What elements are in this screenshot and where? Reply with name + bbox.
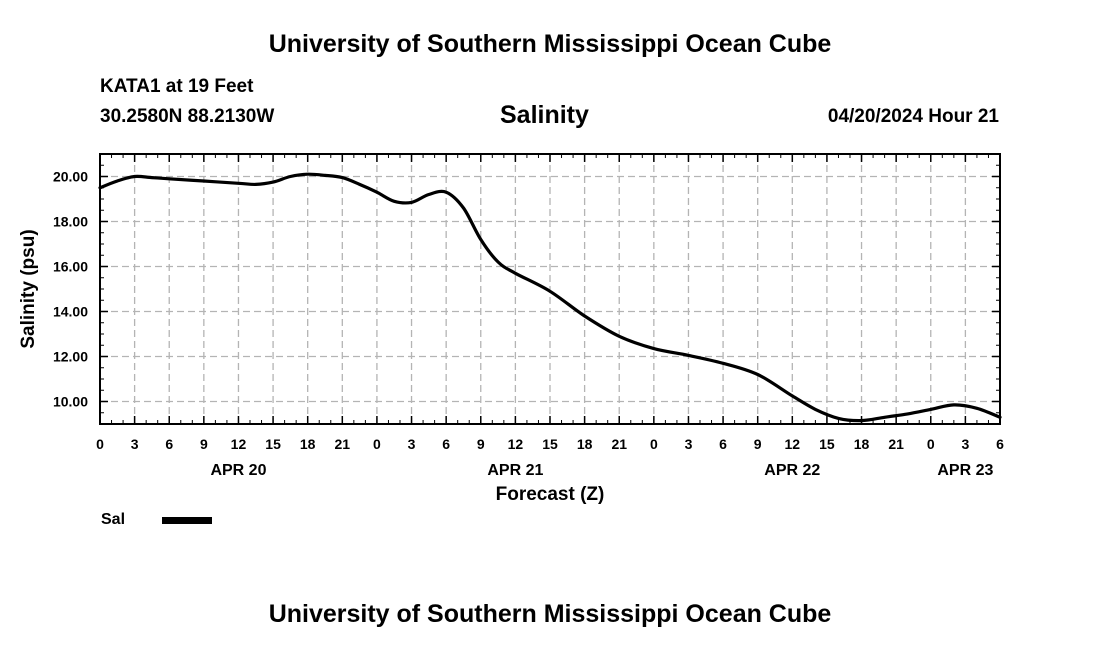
chart-title: Salinity xyxy=(500,101,589,129)
salinity-chart: 0 3 6 9 12 15 18 21 0 3 6 9 12 15 18 21 0 3 6 9 12 15 18 21 0 3 6A… xyxy=(18,153,1004,505)
x-tick-label: 3 xyxy=(408,436,416,452)
x-tick-label: 18 xyxy=(854,436,870,452)
page-title-bottom: University of Southern Mississippi Ocean… xyxy=(268,600,832,628)
y-tick-label: 12.00 xyxy=(53,349,88,365)
x-tick-label: 21 xyxy=(888,436,904,452)
x-tick-label: 15 xyxy=(542,436,558,452)
x-date-label: APR 20 xyxy=(210,462,266,479)
x-tick-label: 0 xyxy=(927,436,935,452)
x-tick-label: 15 xyxy=(265,436,281,452)
y-tick-label: 18.00 xyxy=(53,214,88,230)
y-tick-label: 10.00 xyxy=(53,394,88,410)
y-tick-label: 20.00 xyxy=(53,169,88,185)
x-tick-label: 12 xyxy=(785,436,801,452)
x-tick-label: 21 xyxy=(611,436,627,452)
x-tick-label: 6 xyxy=(442,436,450,452)
x-date-label: APR 22 xyxy=(764,462,820,479)
coordinates-label: 30.2580N 88.2130W xyxy=(100,106,275,127)
axis-ticks xyxy=(99,153,1001,425)
x-tick-label: 9 xyxy=(200,436,208,452)
x-axis-title: Forecast (Z) xyxy=(496,484,605,505)
x-tick-label: 18 xyxy=(577,436,593,452)
page-title-top: University of Southern Mississippi Ocean… xyxy=(268,30,832,58)
x-tick-label: 21 xyxy=(335,436,351,452)
legend-label: Sal xyxy=(101,511,126,528)
x-date-label: APR 23 xyxy=(937,462,993,479)
x-tick-label: 12 xyxy=(508,436,524,452)
x-tick-label: 18 xyxy=(300,436,316,452)
x-tick-label: 0 xyxy=(650,436,658,452)
axis-labels: 0 3 6 9 12 15 18 21 0 3 6 9 12 15 18 21 0 3 6 9 12 15 18 21 0 3 6A… xyxy=(53,169,1004,480)
y-tick-label: 14.00 xyxy=(53,304,88,320)
x-tick-label: 6 xyxy=(996,436,1004,452)
x-tick-label: 3 xyxy=(685,436,693,452)
grid-lines xyxy=(100,154,1000,424)
x-tick-label: 3 xyxy=(131,436,139,452)
legend-swatch xyxy=(162,517,212,524)
x-tick-label: 6 xyxy=(719,436,727,452)
x-tick-label: 12 xyxy=(231,436,247,452)
x-tick-label: 0 xyxy=(373,436,381,452)
x-tick-label: 6 xyxy=(165,436,173,452)
station-label: KATA1 at 19 Feet xyxy=(100,76,254,97)
x-tick-label: 3 xyxy=(961,436,969,452)
x-date-label: APR 21 xyxy=(487,462,543,479)
forecast-date-label: 04/20/2024 Hour 21 xyxy=(827,106,999,127)
y-tick-label: 16.00 xyxy=(53,259,88,275)
x-tick-label: 9 xyxy=(477,436,485,452)
x-tick-label: 9 xyxy=(754,436,762,452)
y-axis-title: Salinity (psu) xyxy=(18,229,39,348)
x-tick-label: 15 xyxy=(819,436,835,452)
x-tick-label: 0 xyxy=(96,436,104,452)
